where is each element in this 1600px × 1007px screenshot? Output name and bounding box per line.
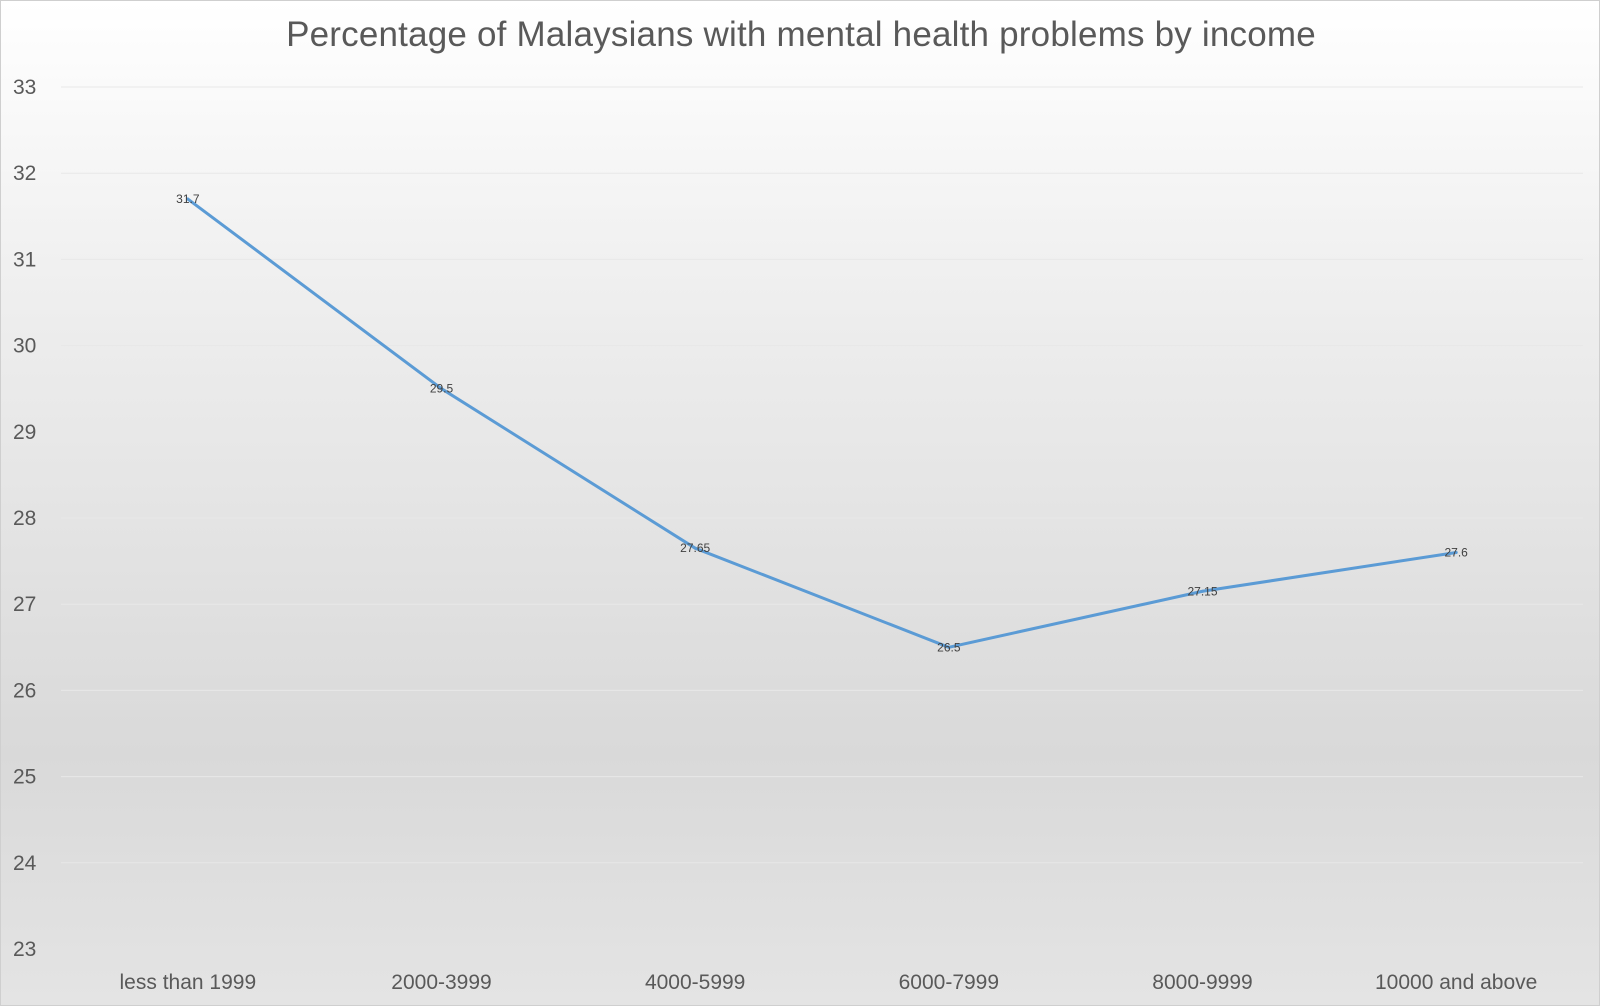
x-tick-label: 4000-5999 bbox=[645, 971, 745, 994]
gridlines bbox=[61, 86, 1583, 864]
y-tick-label: 28 bbox=[13, 507, 36, 530]
x-tick-label: less than 1999 bbox=[120, 971, 257, 994]
y-tick-label: 23 bbox=[13, 938, 36, 961]
y-tick-label: 29 bbox=[13, 421, 36, 444]
y-tick-label: 25 bbox=[13, 766, 36, 789]
data-label: 27.6 bbox=[1444, 545, 1468, 559]
y-tick-label: 27 bbox=[13, 593, 36, 616]
data-label: 26.5 bbox=[937, 640, 961, 654]
y-tick-label: 33 bbox=[13, 76, 36, 99]
x-tick-label: 2000-3999 bbox=[391, 971, 491, 994]
data-point bbox=[1201, 589, 1204, 593]
data-label: 29.5 bbox=[430, 382, 454, 396]
data-label: 27.65 bbox=[680, 541, 710, 555]
y-axis-ticks: 33 32 31 30 29 28 27 26 25 24 23 bbox=[13, 76, 37, 961]
x-axis-ticks: less than 1999 2000-3999 4000-5999 6000-799… bbox=[120, 971, 1538, 994]
y-tick-label: 24 bbox=[13, 852, 37, 875]
x-tick-label: 8000-9999 bbox=[1152, 971, 1252, 994]
data-point bbox=[947, 645, 951, 649]
y-tick-label: 32 bbox=[13, 162, 36, 185]
data-point bbox=[693, 546, 697, 550]
y-tick-label: 26 bbox=[13, 679, 36, 702]
data-label: 31.7 bbox=[176, 192, 200, 206]
x-tick-label: 10000 and above bbox=[1375, 971, 1537, 994]
data-label: 27.15 bbox=[1187, 584, 1217, 598]
series-line bbox=[186, 197, 1458, 649]
y-tick-label: 30 bbox=[13, 335, 36, 358]
chart-title: Percentage of Malaysians with mental hea… bbox=[286, 15, 1316, 54]
data-point bbox=[1454, 550, 1458, 554]
x-tick-label: 6000-7999 bbox=[899, 971, 999, 994]
data-point bbox=[186, 197, 190, 201]
data-point bbox=[440, 387, 443, 391]
series-layer bbox=[186, 197, 1458, 649]
data-labels: 31.7 29.5 27.65 26.5 27.15 27.6 bbox=[176, 192, 1468, 654]
y-tick-label: 31 bbox=[13, 248, 36, 271]
